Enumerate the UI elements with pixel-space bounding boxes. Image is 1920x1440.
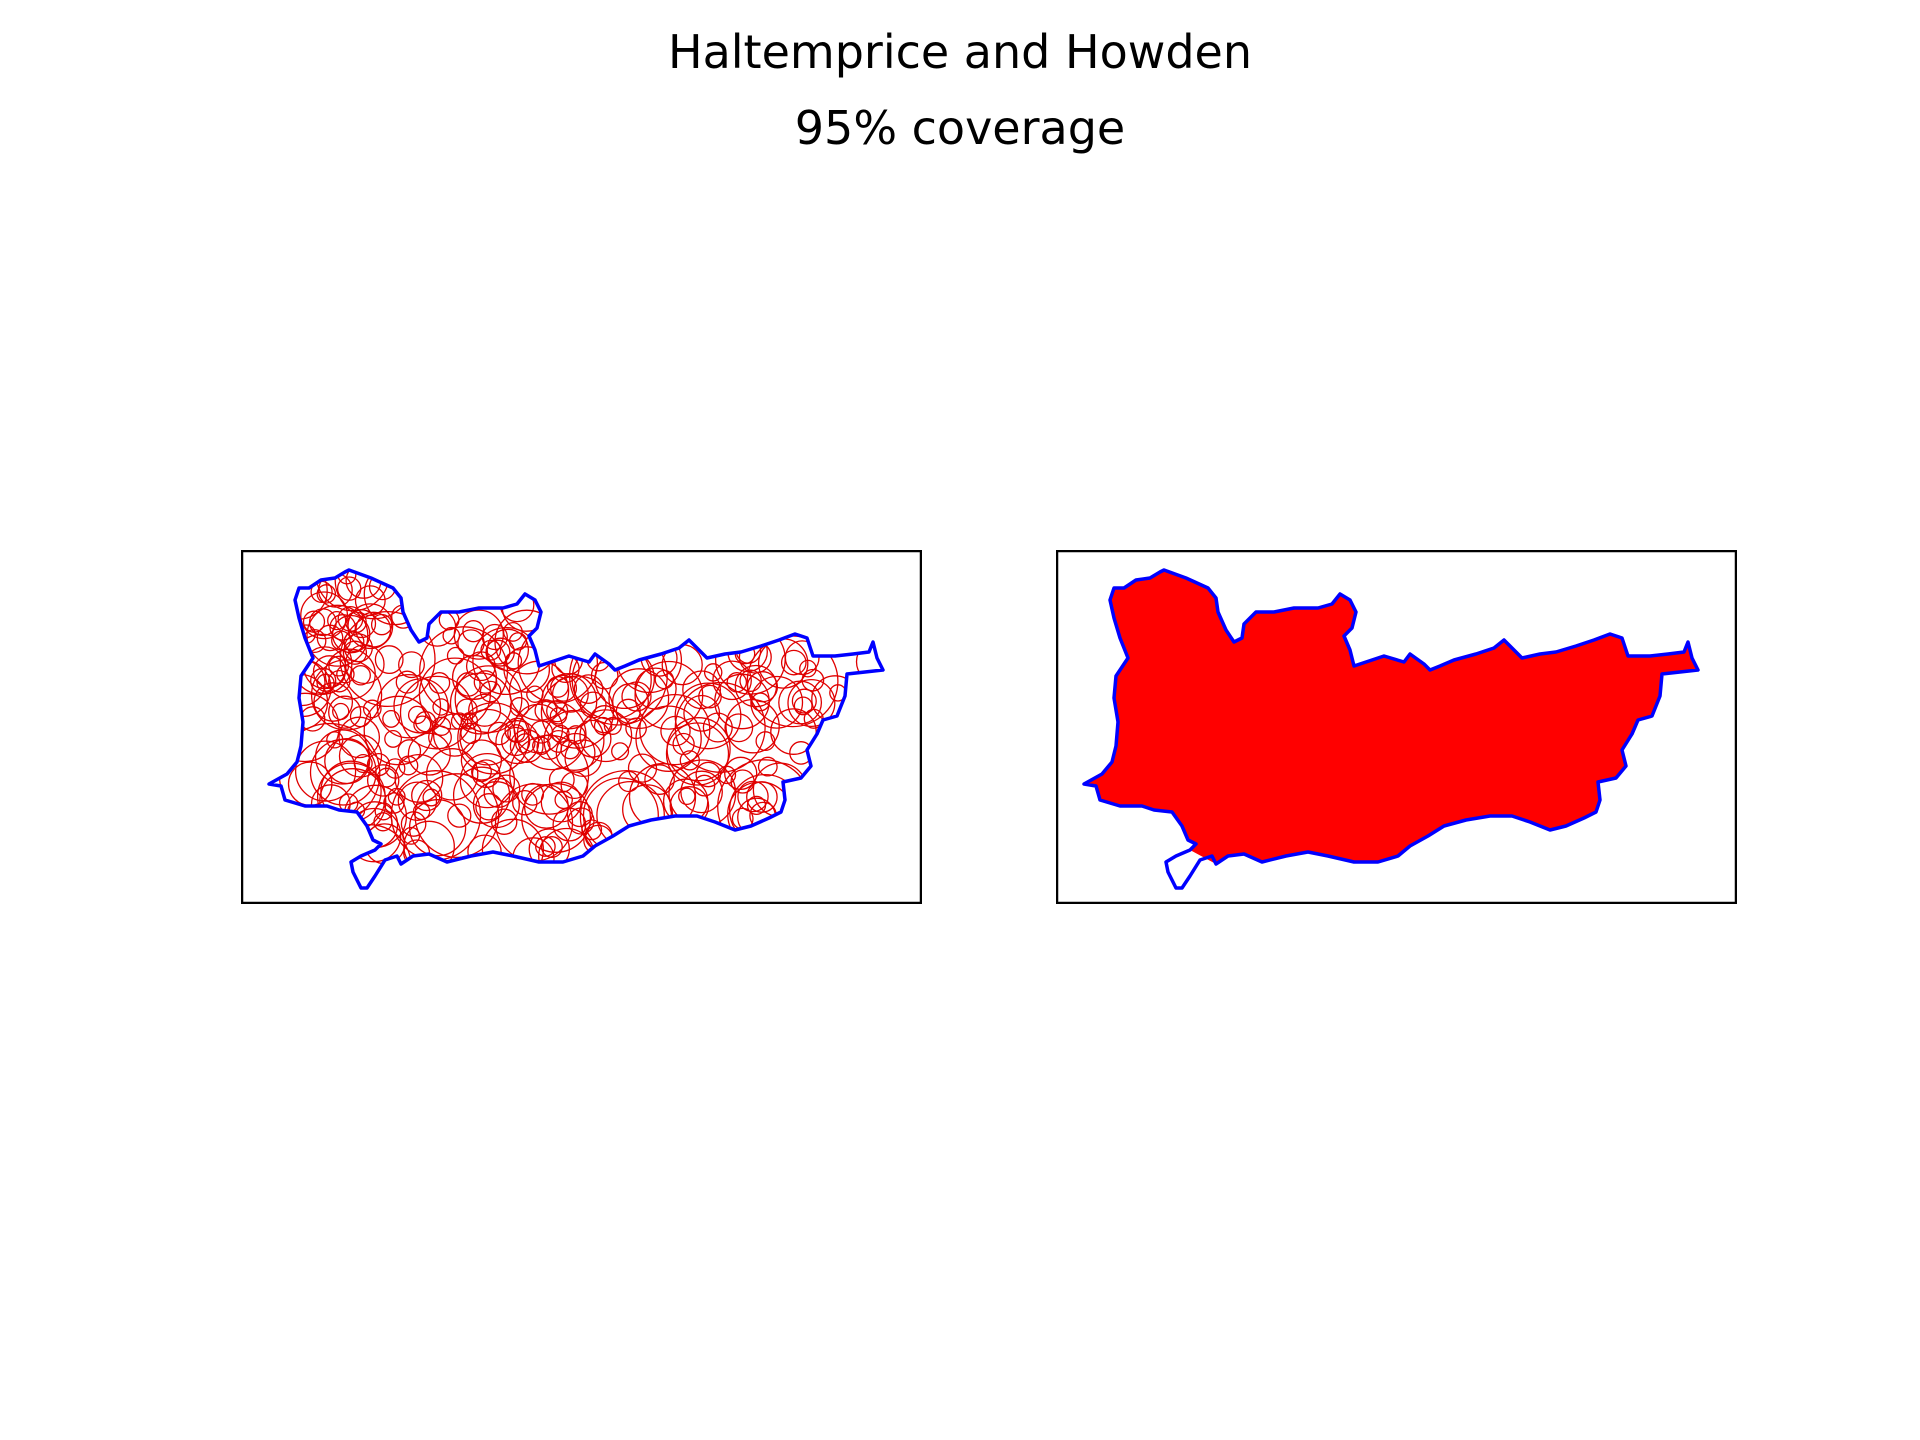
figure-title: Haltemprice and Howden [0, 24, 1920, 80]
circle-coverage-panel [241, 550, 922, 904]
circle-coverage-map [241, 550, 922, 904]
filled-coverage-panel [1056, 550, 1737, 904]
figure-subtitle: 95% coverage [0, 100, 1920, 156]
filled-coverage-map [1056, 550, 1737, 904]
